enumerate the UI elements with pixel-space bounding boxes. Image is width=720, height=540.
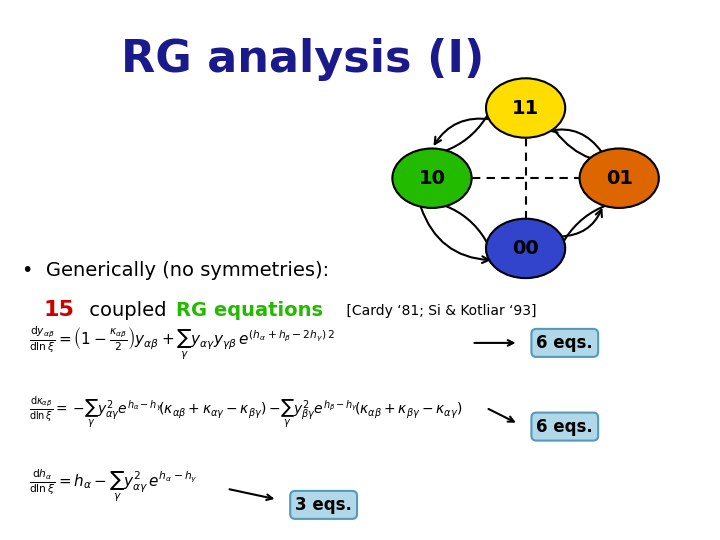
FancyArrowPatch shape <box>550 126 602 152</box>
Text: RG equations: RG equations <box>176 301 323 320</box>
Text: [Cardy ‘81; Si & Kotliar ‘93]: [Cardy ‘81; Si & Kotliar ‘93] <box>342 303 536 318</box>
Text: 15: 15 <box>43 300 74 321</box>
Circle shape <box>486 78 565 138</box>
Text: 6 eqs.: 6 eqs. <box>536 417 593 436</box>
Text: 10: 10 <box>418 168 446 188</box>
Text: 11: 11 <box>512 98 539 118</box>
Text: RG analysis (I): RG analysis (I) <box>121 38 484 81</box>
Text: 01: 01 <box>606 168 633 188</box>
Circle shape <box>580 148 659 208</box>
Circle shape <box>392 148 472 208</box>
FancyArrowPatch shape <box>407 98 497 157</box>
Text: 00: 00 <box>512 239 539 258</box>
Text: $\frac{\mathrm{d}h_{\alpha}}{\mathrm{d}\ln\xi} = h_{\alpha} - \sum_{\gamma} y_{\: $\frac{\mathrm{d}h_{\alpha}}{\mathrm{d}\… <box>29 468 197 504</box>
FancyArrowPatch shape <box>435 119 491 144</box>
FancyArrowPatch shape <box>421 207 489 263</box>
FancyArrowPatch shape <box>554 199 644 259</box>
Circle shape <box>486 219 565 278</box>
Text: coupled: coupled <box>83 301 173 320</box>
FancyArrowPatch shape <box>560 210 602 237</box>
FancyArrowPatch shape <box>418 197 497 267</box>
Text: $\frac{\mathrm{d}y_{\alpha\beta}}{\mathrm{d}\ln\xi} = \left(1 - \frac{\kappa_{\a: $\frac{\mathrm{d}y_{\alpha\beta}}{\mathr… <box>29 324 335 362</box>
Text: •  Generically (no symmetries):: • Generically (no symmetries): <box>22 260 329 280</box>
FancyArrowPatch shape <box>555 131 634 164</box>
Text: 3 eqs.: 3 eqs. <box>295 496 352 514</box>
Text: 6 eqs.: 6 eqs. <box>536 334 593 352</box>
Text: $\frac{\mathrm{d}\kappa_{\alpha\beta}}{\mathrm{d}\ln\xi} = -\!\sum_{\gamma} y_{\: $\frac{\mathrm{d}\kappa_{\alpha\beta}}{\… <box>29 395 462 431</box>
